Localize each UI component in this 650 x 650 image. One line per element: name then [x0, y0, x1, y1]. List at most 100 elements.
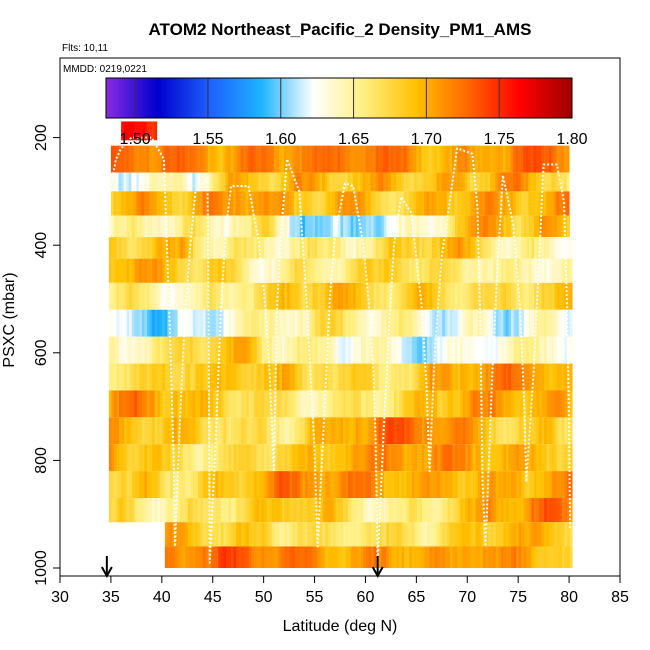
heatmap-cell	[256, 237, 260, 259]
heatmap-cell	[462, 546, 466, 568]
heatmap-cell	[182, 237, 186, 259]
heatmap-cell	[391, 237, 395, 259]
heatmap-cell	[393, 258, 397, 283]
heatmap-cell	[470, 417, 474, 445]
heatmap-cell	[220, 191, 224, 216]
heatmap-cell	[447, 282, 451, 310]
heatmap-cell	[172, 215, 176, 238]
heatmap-cell	[404, 282, 408, 310]
heatmap-cell	[185, 215, 189, 238]
heatmap-cell	[470, 309, 474, 337]
heatmap-cell	[141, 498, 145, 523]
heatmap-cell	[164, 471, 168, 499]
heatmap-cell	[129, 417, 133, 445]
heatmap-cell	[383, 309, 387, 337]
heatmap-cell	[215, 191, 219, 216]
x-tick-label: 65	[407, 589, 425, 606]
heatmap-cell	[152, 215, 156, 238]
heatmap-cell	[108, 258, 112, 283]
heatmap-cell	[413, 191, 417, 216]
heatmap-cell	[436, 191, 440, 216]
heatmap-cell	[166, 145, 170, 173]
heatmap-cell	[259, 215, 262, 238]
heatmap-cell	[266, 471, 270, 499]
heatmap-cell	[147, 444, 150, 472]
heatmap-cell	[271, 215, 275, 238]
heatmap-cell	[317, 258, 321, 283]
heatmap-cell	[238, 172, 242, 192]
heatmap-cell	[551, 498, 555, 523]
heatmap-cell	[236, 522, 240, 547]
heatmap-cell	[416, 498, 420, 523]
heatmap-cell	[238, 237, 242, 259]
heatmap-cell	[228, 444, 232, 472]
colorbar-frame	[105, 77, 573, 119]
heatmap-cell	[536, 191, 539, 216]
heatmap-cell	[264, 498, 268, 523]
heatmap-cell	[238, 390, 242, 418]
heatmap-cell	[225, 444, 229, 472]
heatmap-cell	[421, 498, 425, 523]
heatmap-cell	[411, 390, 415, 418]
x-tick-label: 55	[306, 589, 324, 606]
heatmap-cell	[365, 546, 369, 568]
flight-track	[109, 136, 572, 564]
heatmap-cell	[467, 237, 471, 259]
heatmap-cell	[138, 145, 142, 173]
heatmap-cell	[337, 444, 341, 472]
heatmap-cell	[177, 546, 181, 568]
heatmap-cell	[274, 282, 278, 310]
heatmap-cell	[437, 215, 441, 238]
heatmap-cell	[281, 309, 285, 337]
heatmap-cell	[327, 390, 331, 418]
heatmap-cell	[355, 444, 359, 472]
heatmap-cell	[172, 237, 176, 259]
heatmap-cell	[465, 546, 469, 568]
heatmap-cell	[271, 309, 275, 337]
heatmap-cell	[536, 417, 540, 445]
heatmap-cell	[302, 363, 306, 391]
heatmap-cell	[503, 498, 507, 523]
heatmap-cell	[258, 145, 262, 173]
heatmap-cell	[220, 282, 224, 310]
heatmap-cell	[159, 363, 163, 391]
heatmap-cell	[465, 363, 469, 391]
heatmap-cell	[457, 498, 461, 523]
heatmap-cell	[279, 215, 283, 238]
heatmap-cell	[276, 444, 280, 472]
heatmap-cell	[371, 444, 374, 472]
heatmap-cell	[266, 363, 270, 391]
heatmap-cell	[123, 145, 127, 173]
heatmap-cell	[167, 258, 171, 283]
heatmap-cell	[149, 309, 153, 337]
heatmap-cell	[162, 498, 166, 523]
heatmap-cell	[391, 444, 395, 472]
heatmap-cell	[205, 444, 209, 472]
heatmap-cell	[279, 282, 283, 310]
heatmap-cell	[116, 258, 120, 283]
heatmap-cell	[483, 363, 486, 391]
heatmap-cell	[363, 471, 367, 499]
heatmap-cell	[434, 237, 438, 259]
heatmap-cell	[544, 258, 548, 283]
heatmap-cell	[490, 522, 494, 547]
heatmap-cell	[343, 546, 346, 568]
heatmap-cell	[357, 145, 361, 173]
heatmap-cell	[266, 417, 270, 445]
heatmap-cell	[426, 145, 430, 173]
heatmap-cell	[424, 498, 428, 523]
heatmap-cell	[421, 363, 425, 391]
heatmap-cell	[297, 498, 301, 523]
heatmap-cell	[493, 417, 497, 445]
heatmap-cell	[192, 309, 196, 337]
heatmap-cell	[334, 145, 338, 173]
heatmap-cell	[393, 172, 397, 192]
heatmap-cell	[544, 471, 548, 499]
heatmap-cell	[409, 471, 413, 499]
heatmap-cell	[264, 309, 268, 337]
heatmap-cell	[549, 282, 553, 310]
heatmap-cell	[200, 309, 204, 337]
heatmap-cell	[467, 471, 471, 499]
heatmap-cell	[144, 215, 148, 238]
heatmap-cell	[549, 215, 553, 238]
